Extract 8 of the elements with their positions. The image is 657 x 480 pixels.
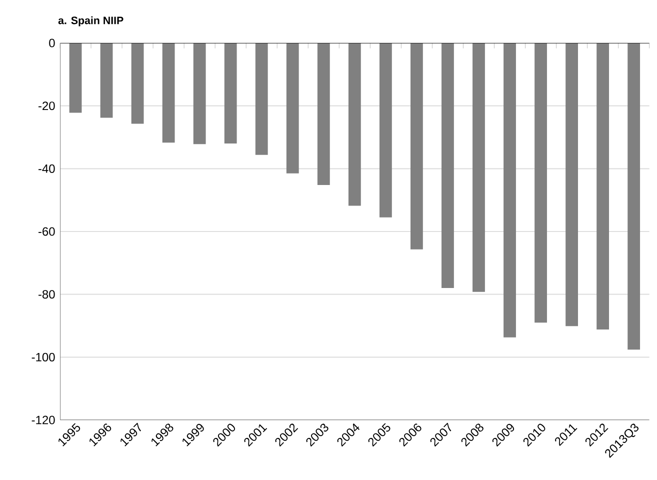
y-tick-label: -40 [38,164,55,173]
chart-title: a. Spain NIIP [58,16,124,26]
y-tick-label: -120 [32,416,55,424]
y-tick-label: -100 [32,352,55,362]
y-tick-label: 0 [49,38,55,48]
y-tick-label: -20 [38,102,55,110]
y-tick-label: -60 [38,227,55,236]
y-tick-label: -80 [38,290,55,299]
